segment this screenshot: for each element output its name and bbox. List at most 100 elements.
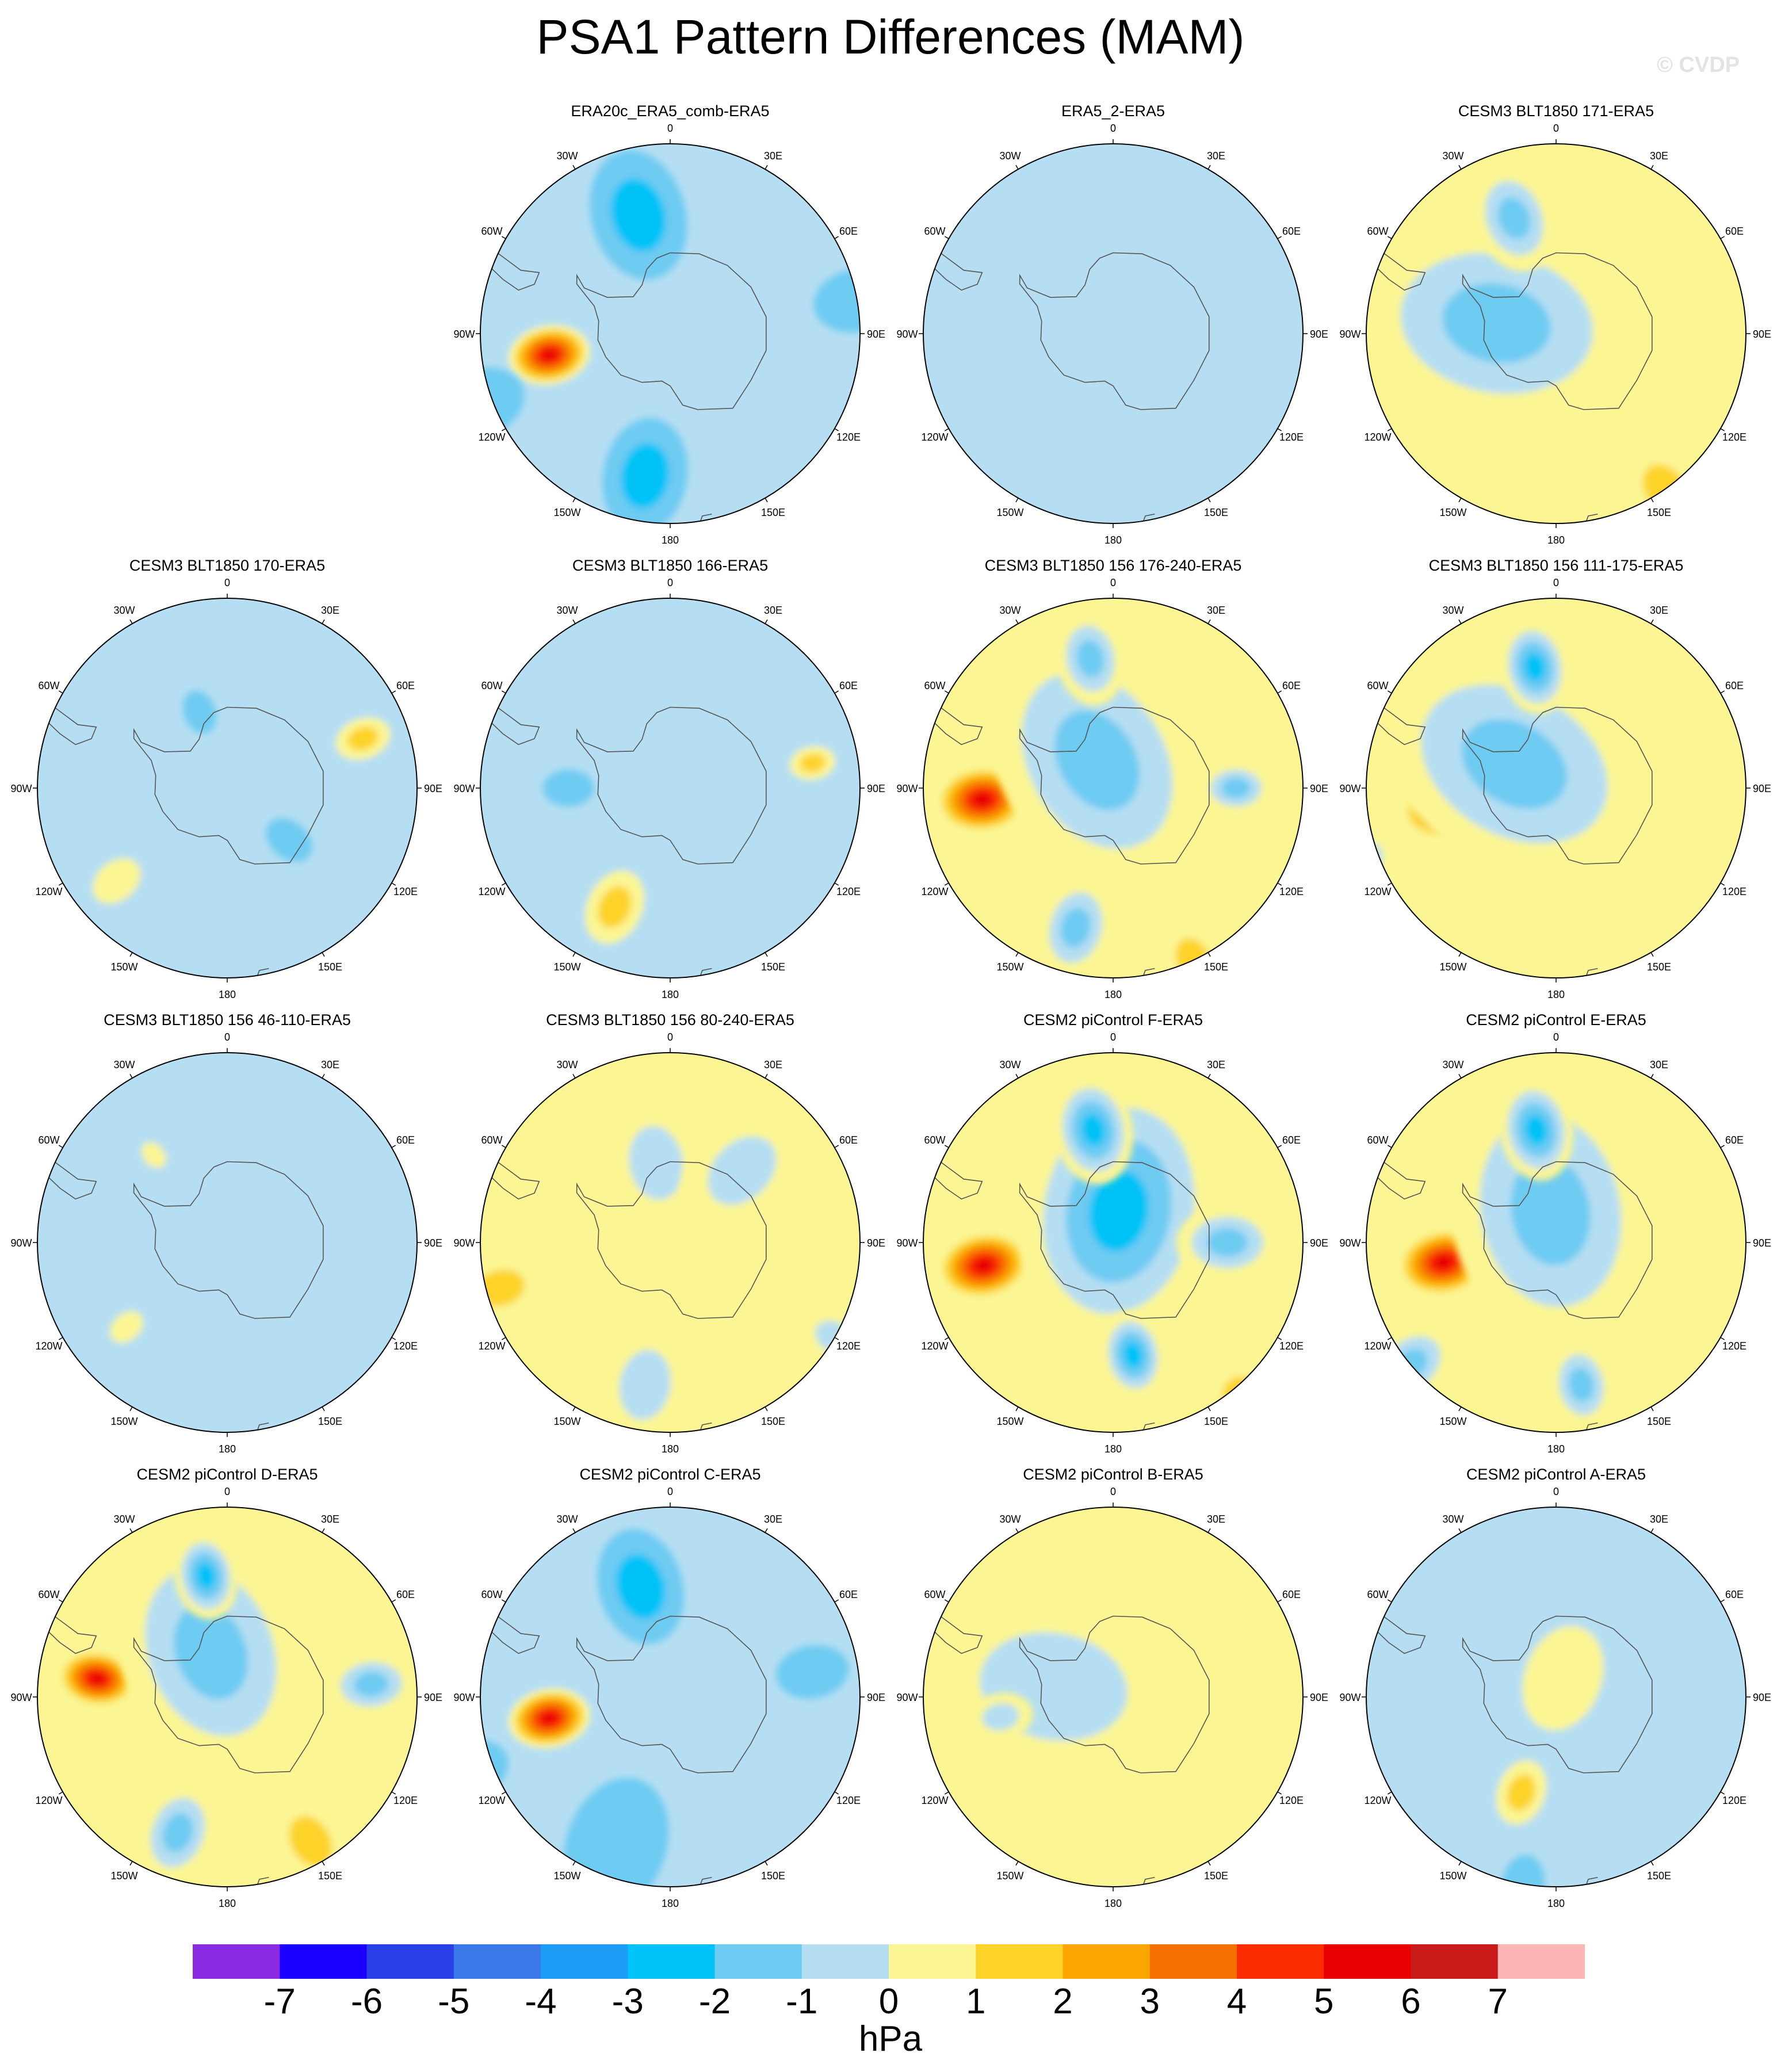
- lon-tick: [1207, 1861, 1211, 1866]
- contour-band: [289, 1816, 332, 1867]
- lon-tick: [1387, 428, 1392, 431]
- lon-label: 90W: [896, 1237, 918, 1249]
- lon-label: 120E: [1279, 1795, 1304, 1806]
- lon-label: 90W: [453, 1692, 475, 1703]
- lon-tick: [1277, 690, 1282, 694]
- lon-label: 180: [1547, 1898, 1565, 1909]
- colorbar-swatch: [280, 1944, 367, 1979]
- colorbar-swatch: [453, 1944, 541, 1979]
- lon-label: 30W: [113, 1059, 135, 1071]
- contour-band: [542, 770, 594, 806]
- lon-tick: [1387, 1599, 1392, 1603]
- lon-label: 150E: [1647, 1870, 1671, 1882]
- coastline: [576, 252, 767, 410]
- lon-label: 90W: [1339, 783, 1360, 794]
- lon-label: 150E: [318, 1870, 342, 1882]
- anomaly-feature: [1100, 1312, 1165, 1399]
- lon-label: 30E: [764, 1513, 782, 1525]
- page-title: PSA1 Pattern Differences (MAM): [536, 10, 1245, 64]
- anomaly-feature: [597, 1529, 684, 1645]
- panel-title: CESM2 piControl B-ERA5: [1023, 1466, 1203, 1483]
- lon-label: 0: [224, 1031, 230, 1043]
- lon-label: 120E: [1279, 431, 1304, 443]
- lon-tick: [834, 1145, 839, 1148]
- lon-label: 90W: [896, 783, 918, 794]
- lon-label: 30W: [1442, 1513, 1463, 1525]
- lon-tick: [572, 952, 576, 957]
- lon-label: 120W: [1364, 1340, 1391, 1352]
- panel-title: CESM2 piControl E-ERA5: [1466, 1011, 1646, 1029]
- contour-band: [598, 886, 632, 928]
- anomaly-feature: [1499, 1079, 1574, 1181]
- colorbar-label: 5: [1314, 1982, 1334, 2021]
- coastline: [678, 513, 712, 523]
- lon-label: 30W: [556, 1059, 578, 1071]
- coastline: [491, 253, 540, 291]
- anomaly-feature: [542, 770, 594, 806]
- lon-tick: [58, 690, 63, 694]
- contour-band: [347, 727, 379, 751]
- colorbar-label: 4: [1226, 1982, 1247, 2021]
- lon-tick: [1720, 1791, 1725, 1795]
- lon-tick: [1015, 1406, 1019, 1412]
- lon-label: 0: [1553, 123, 1559, 134]
- lon-tick: [572, 1073, 576, 1079]
- polar-map: 0 30E 60E 90E 120E 150E 180 150W 120W 90W 60W 30W: [1339, 1031, 1771, 1455]
- lon-tick: [391, 1145, 396, 1148]
- cvdp-watermark: © CVDP: [1657, 53, 1740, 77]
- lon-tick: [1458, 1861, 1462, 1866]
- lon-label: 0: [1110, 1031, 1116, 1043]
- anomaly-feature: [776, 1645, 849, 1699]
- lon-tick: [572, 1406, 576, 1412]
- lon-tick: [1277, 236, 1282, 239]
- lon-label: 60E: [396, 680, 415, 691]
- contour-band: [1221, 778, 1251, 798]
- colorbar-label: -5: [438, 1982, 470, 2021]
- contour-band: [162, 1813, 193, 1853]
- lon-tick: [1720, 1599, 1725, 1603]
- lon-label: 90W: [453, 783, 475, 794]
- lon-label: 120W: [921, 431, 948, 443]
- contour-band: [541, 349, 558, 361]
- lon-label: 60E: [839, 225, 858, 237]
- panel-title: CESM2 piControl D-ERA5: [136, 1466, 318, 1483]
- anomaly-feature: [935, 765, 1030, 834]
- lon-label: 0: [667, 1031, 673, 1043]
- lon-tick: [1458, 619, 1462, 624]
- lon-tick: [944, 1599, 949, 1603]
- contour-band: [1524, 1114, 1548, 1146]
- contour-band: [266, 818, 312, 862]
- lon-label: 120E: [1722, 1795, 1746, 1806]
- panel-title: ERA5_2-ERA5: [1061, 102, 1165, 120]
- lon-label: 60W: [38, 680, 59, 691]
- anomaly-feature: [174, 1532, 238, 1620]
- panel-title: CESM3 BLT1850 166-ERA5: [572, 557, 769, 574]
- lon-label: 90W: [1339, 1692, 1360, 1703]
- lon-label: 30W: [1442, 605, 1463, 616]
- contour-band: [619, 1350, 671, 1420]
- lon-label: 150E: [1204, 1870, 1228, 1882]
- anomaly-feature: [327, 1653, 415, 1717]
- lon-label: 150W: [996, 507, 1023, 518]
- colorbar-label: -2: [698, 1982, 731, 2021]
- colorbar-units: hPa: [858, 2019, 923, 2059]
- lon-tick: [322, 1406, 325, 1412]
- lon-label: 180: [662, 989, 679, 1000]
- contour-band: [1207, 1228, 1248, 1257]
- lon-tick: [391, 882, 396, 886]
- lon-label: 30E: [764, 605, 782, 616]
- anomaly-feature: [183, 691, 216, 733]
- lon-label: 90E: [867, 783, 885, 794]
- lon-tick: [765, 952, 768, 957]
- lon-tick: [765, 165, 768, 170]
- polar-map: 0 30E 60E 90E 120E 150E 180 150W 120W 90W 60W 30W: [896, 123, 1328, 546]
- lon-tick: [322, 952, 325, 957]
- colorbar-swatch: [976, 1944, 1063, 1979]
- anomaly-feature: [502, 1683, 597, 1753]
- lon-label: 0: [1553, 1031, 1559, 1043]
- lon-tick: [1458, 1406, 1462, 1412]
- coastline: [1564, 968, 1598, 978]
- coastline: [576, 706, 767, 865]
- lon-label: 150W: [1439, 1870, 1466, 1882]
- coastline: [1462, 1161, 1653, 1319]
